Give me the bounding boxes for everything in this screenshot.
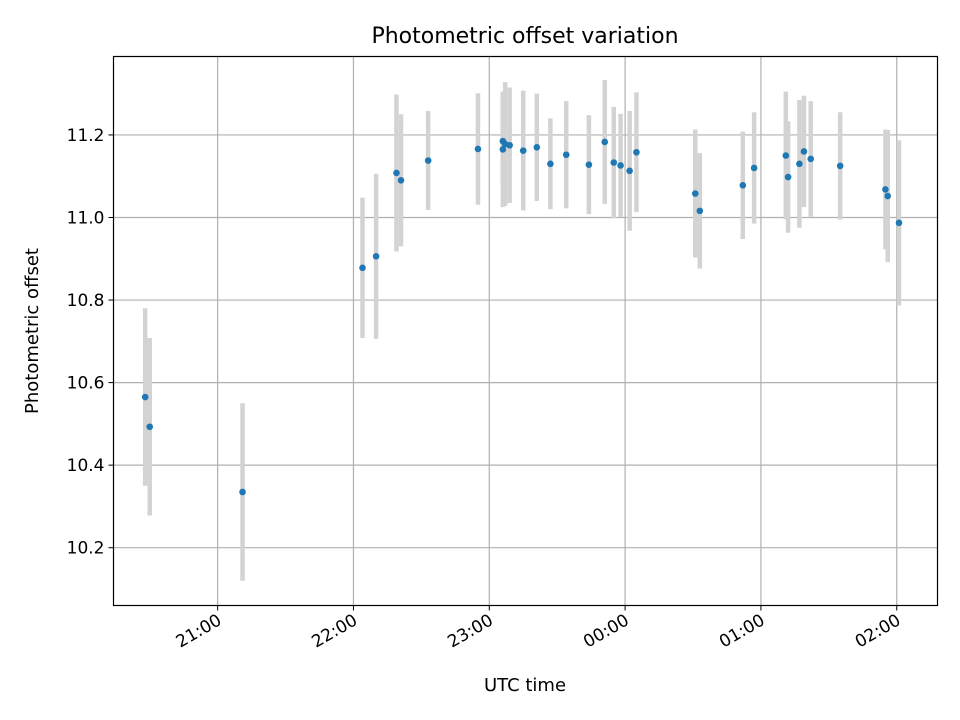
data-point [739,181,747,189]
data-point [146,423,154,431]
data-points [141,137,903,496]
data-point [750,164,758,172]
chart-title: Photometric offset variation [371,24,678,49]
data-point [499,146,507,153]
data-point [239,488,246,496]
data-point [884,192,891,200]
data-point [807,155,815,163]
data-point [359,264,366,272]
data-point [547,160,554,168]
data-point [474,145,482,153]
data-point [836,162,844,170]
data-point [585,161,593,168]
data-point [506,141,513,149]
data-point [610,159,618,166]
data-point [562,151,570,159]
data-point [691,190,699,197]
y-tick-label: 10.6 [67,374,105,394]
y-tick-label: 10.2 [67,539,105,559]
data-point [519,147,527,154]
x-axis-label: UTC time [484,675,566,696]
data-point [141,393,149,401]
data-point [895,219,903,227]
data-point [617,162,624,169]
y-tick-label: 11.0 [67,208,105,228]
data-point [601,138,609,146]
data-point [626,167,633,175]
data-point [696,207,704,215]
data-point [372,252,380,260]
plot-frame [112,55,939,607]
y-axis-label: Photometric offset [22,248,43,414]
y-tick-label: 10.8 [67,291,105,311]
data-point [424,157,432,164]
data-point [882,186,889,193]
data-point [633,148,640,156]
data-point [782,152,790,159]
data-point [800,148,808,155]
data-point [393,169,400,177]
data-point [784,173,792,181]
data-point [533,144,541,151]
y-tick-label: 11.2 [67,126,105,146]
y-tick-label: 10.4 [67,456,105,476]
data-point [796,160,803,168]
data-point [397,177,405,184]
